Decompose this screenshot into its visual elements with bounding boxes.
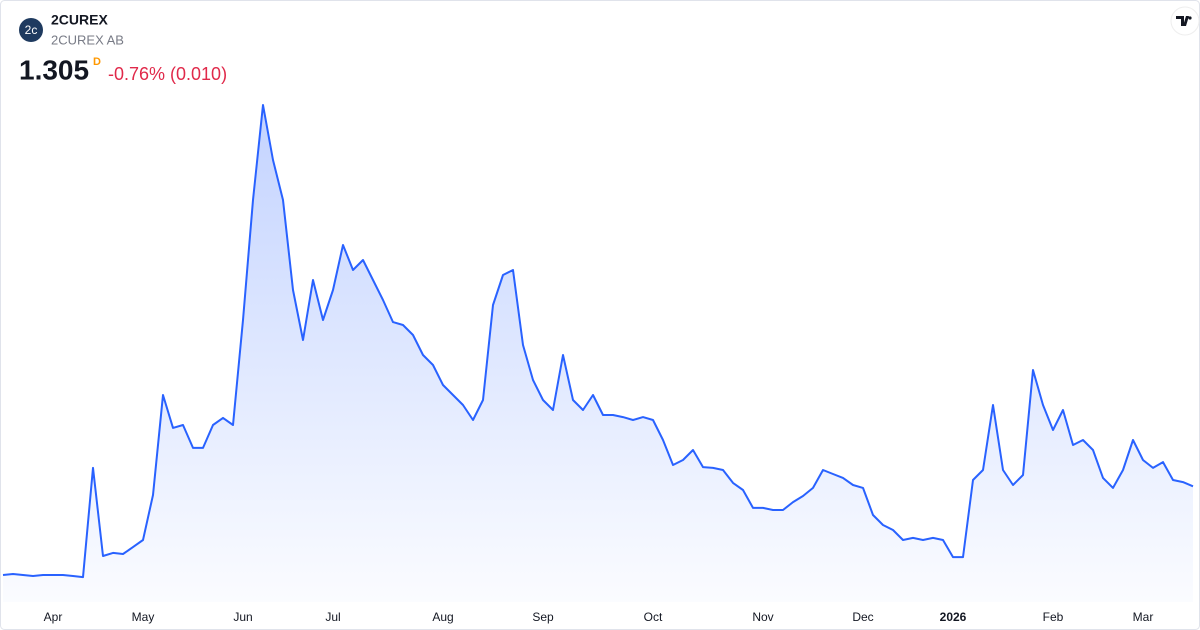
x-tick-label: Jun (233, 610, 252, 624)
x-tick-label: May (132, 610, 155, 624)
x-tick-label: Apr (44, 610, 63, 624)
change: -0.76% (0.010) (108, 64, 227, 84)
x-tick-label: Mar (1133, 610, 1154, 624)
logo-text: 2c (25, 23, 38, 37)
x-tick-label: Oct (644, 610, 663, 624)
x-tick-label: Aug (432, 610, 453, 624)
x-tick-label: 2026 (940, 610, 967, 624)
x-tick-label: Feb (1043, 610, 1064, 624)
x-tick-label: Nov (752, 610, 773, 624)
plot: Apr May Jun Jul Aug Sep Oct Nov Dec 2026 Feb Mar (2, 104, 1194, 624)
x-tick-label: Jul (325, 610, 340, 624)
company: 2CUREX AB (51, 32, 124, 47)
symbol: 2CUREX (51, 12, 108, 28)
area (3, 105, 1193, 602)
price-line (2, 104, 1194, 579)
x-tick-label: Sep (532, 610, 554, 624)
interval: D (93, 56, 101, 68)
tv-logo[interactable] (1170, 6, 1200, 36)
x-tick-label: Dec (852, 610, 873, 624)
price: 1.305 (19, 54, 89, 85)
logo (19, 18, 43, 42)
